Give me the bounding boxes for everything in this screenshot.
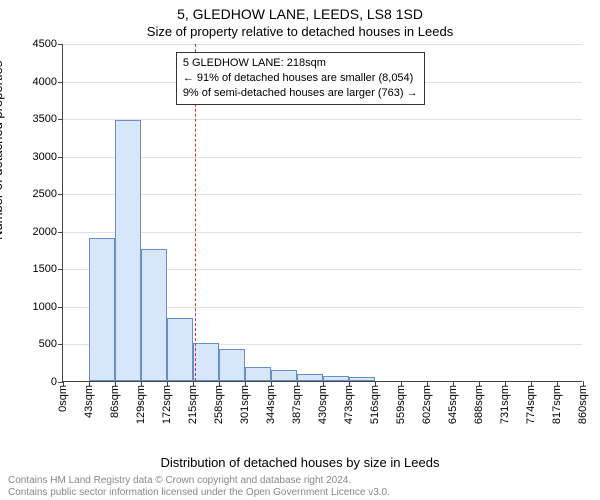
chart-title: 5, GLEDHOW LANE, LEEDS, LS8 1SD [0,6,600,22]
y-tick-label: 500 [39,338,63,350]
histogram-bar [297,374,323,381]
x-tick-label: 387sqm [291,381,303,424]
x-tick-label: 258sqm [213,381,225,424]
x-tick-label: 860sqm [577,381,589,424]
histogram-bar [219,349,245,381]
y-tick-label: 3500 [33,113,63,125]
y-tick-label: 2000 [33,226,63,238]
x-tick-label: 516sqm [369,381,381,424]
x-tick-label: 774sqm [525,381,537,424]
histogram-bar [193,343,219,381]
x-tick-label: 172sqm [161,381,173,424]
info-line-2: ← 91% of detached houses are smaller (8,… [183,71,418,86]
y-tick-label: 3000 [33,151,63,163]
histogram-bar [89,238,115,381]
x-tick-label: 645sqm [447,381,459,424]
y-tick-label: 4000 [33,76,63,88]
gridline [63,44,582,45]
y-tick-label: 2500 [33,188,63,200]
x-tick-label: 301sqm [239,381,251,424]
histogram-bar [245,367,271,381]
histogram-bar [115,120,141,381]
histogram-bar [271,370,297,381]
info-line-3: 9% of semi-detached houses are larger (7… [183,86,418,101]
x-tick-label: 731sqm [499,381,511,424]
x-tick-label: 602sqm [421,381,433,424]
x-tick-label: 473sqm [343,381,355,424]
chart-subtitle: Size of property relative to detached ho… [0,24,600,39]
x-tick-label: 129sqm [135,381,147,424]
x-tick-label: 215sqm [187,381,199,424]
x-tick-label: 559sqm [395,381,407,424]
plot-area: 0500100015002000250030003500400045000sqm… [62,44,582,382]
x-tick-label: 0sqm [57,381,69,412]
x-tick-label: 344sqm [265,381,277,424]
info-line-1: 5 GLEDHOW LANE: 218sqm [183,56,418,71]
property-size-chart: 5, GLEDHOW LANE, LEEDS, LS8 1SD Size of … [0,0,600,500]
footer-line-1: Contains HM Land Registry data © Crown c… [8,475,351,486]
x-tick-label: 688sqm [473,381,485,424]
y-axis-label: Number of detached properties [0,61,5,240]
y-tick-label: 1500 [33,263,63,275]
histogram-bar [167,318,193,381]
x-tick-label: 43sqm [83,381,95,418]
histogram-bar [141,249,167,381]
x-tick-label: 430sqm [317,381,329,424]
footer-line-2: Contains public sector information licen… [8,487,390,498]
x-axis-label: Distribution of detached houses by size … [0,455,600,470]
info-box: 5 GLEDHOW LANE: 218sqm ← 91% of detached… [176,52,425,105]
x-tick-label: 817sqm [551,381,563,424]
y-tick-label: 1000 [33,301,63,313]
x-tick-label: 86sqm [109,381,121,418]
y-tick-label: 4500 [33,38,63,50]
